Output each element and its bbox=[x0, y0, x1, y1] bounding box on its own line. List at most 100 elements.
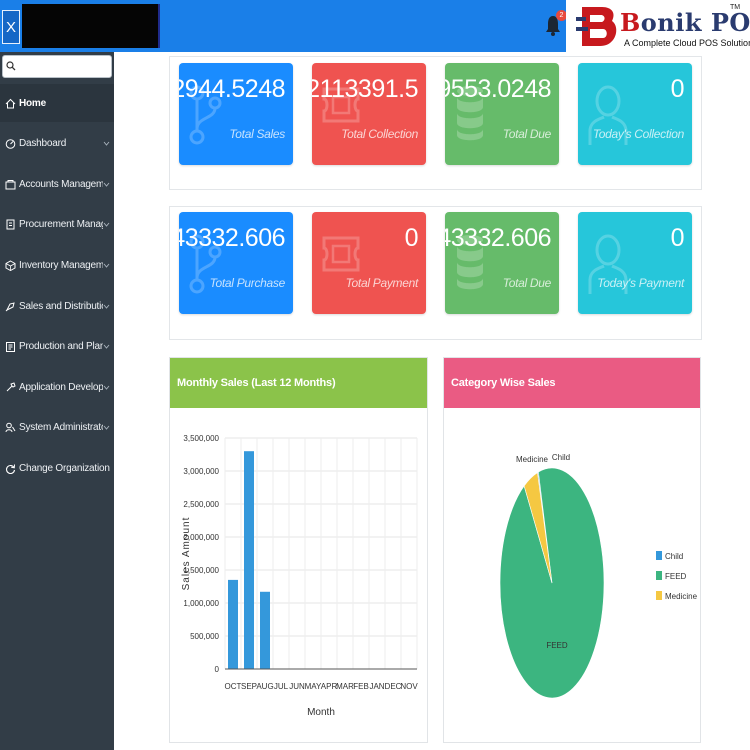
accounts-icon bbox=[5, 179, 16, 190]
sales-fork-icon bbox=[189, 85, 223, 150]
sidebar-item-production-and-planning[interactable]: Production and Planning bbox=[0, 328, 114, 366]
bar-oct[interactable] bbox=[228, 579, 238, 669]
production-icon bbox=[6, 342, 15, 353]
sidebar-item-procurement-management[interactable]: Procurement Management bbox=[0, 206, 114, 244]
ticket-icon bbox=[322, 85, 360, 130]
category-sales-card: Category Wise Sales Child FEED Medicine Chi… bbox=[443, 357, 701, 743]
x-tick-label: MAR bbox=[336, 682, 354, 691]
summary-tile-label: Total Due bbox=[502, 276, 552, 290]
y-tick-label: 1,500,000 bbox=[183, 566, 219, 575]
home-icon bbox=[5, 98, 16, 108]
summary-tile-label: Today's Collection bbox=[592, 127, 684, 141]
sidebar-item-system-administrator[interactable]: System Administrator bbox=[0, 409, 114, 447]
chevron-down-icon bbox=[103, 426, 110, 430]
sidebar-item-label: Production and Planning bbox=[19, 341, 103, 353]
x-tick-label: AUG bbox=[256, 682, 273, 691]
procurement-icon bbox=[6, 219, 15, 230]
x-tick-label: DEC bbox=[385, 682, 402, 691]
sidebar-item-label: Dashboard bbox=[19, 138, 67, 150]
category-sales-card-title: Category Wise Sales bbox=[444, 358, 700, 408]
summary-tile-total-sales: 5822944.5248 Total Sales bbox=[179, 63, 293, 165]
pie-slice-medicine[interactable] bbox=[523, 472, 553, 584]
logo-name-initial: B bbox=[620, 8, 641, 37]
sidebar-search-input[interactable] bbox=[17, 58, 109, 75]
summary-tile-total-due: 23943332.606 Total Due bbox=[445, 212, 559, 314]
sidebar-item-sales-and-distribution[interactable]: Sales and Distribution bbox=[0, 287, 114, 325]
pie-slice-label: FEED bbox=[546, 641, 568, 650]
sidebar-item-label: Application Developer bbox=[19, 381, 103, 393]
pie-slice-label: Child bbox=[552, 453, 570, 462]
summary-tile-value: 0 bbox=[404, 224, 419, 252]
x-tick-label: JAN bbox=[369, 682, 384, 691]
admin-icon bbox=[5, 422, 16, 433]
sidebar-item-dashboard[interactable]: Dashboard bbox=[0, 125, 114, 163]
summary-tile-value: 23943332.606 bbox=[445, 224, 551, 252]
x-tick-label: FEB bbox=[353, 682, 369, 691]
bar-aug[interactable] bbox=[260, 591, 270, 669]
sidebar: Home Dashboard Accounts Management Procurem… bbox=[0, 52, 114, 750]
sidebar-item-change-organization[interactable]: Change Organization bbox=[0, 449, 114, 487]
legend-label: FEED bbox=[665, 572, 687, 581]
redacted-area bbox=[22, 4, 160, 48]
sidebar-item-application-developer[interactable]: Application Developer bbox=[0, 368, 114, 406]
chevron-down-icon bbox=[103, 304, 110, 309]
chevron-down-icon bbox=[103, 223, 110, 227]
x-tick-label: JUL bbox=[274, 682, 289, 691]
summary-tile-value: 0 bbox=[670, 224, 685, 252]
chevron-down-icon bbox=[103, 182, 110, 187]
y-tick-label: 1,000,000 bbox=[183, 599, 219, 608]
sidebar-item-inventory-management[interactable]: Inventory Management bbox=[0, 246, 114, 284]
y-tick-label: 0 bbox=[215, 665, 220, 674]
summary-tile-label: Total Collection bbox=[341, 127, 418, 141]
legend-label: Child bbox=[665, 552, 683, 561]
logo-name: Bonik POS bbox=[620, 8, 750, 37]
summary-tile-today-s-payment: 0 Today's Payment bbox=[578, 212, 692, 314]
refresh-icon bbox=[6, 464, 16, 474]
legend-label: Medicine bbox=[665, 592, 698, 601]
logo-mark-icon bbox=[576, 7, 617, 46]
sidebar-item-home[interactable]: Home bbox=[0, 84, 114, 122]
y-tick-label: 2,500,000 bbox=[183, 500, 219, 509]
legend-swatch bbox=[656, 571, 662, 580]
menu-toggle-button[interactable]: X bbox=[2, 10, 20, 44]
monthly-sales-chart: 0 500,000 1,000,000 1,500,000 2,000,000 2,500… bbox=[181, 434, 418, 718]
user-icon bbox=[588, 85, 628, 152]
summary-tile-label: Total Payment bbox=[345, 276, 419, 290]
summary-tile-value: 23943332.606 bbox=[179, 224, 285, 252]
summary-tile-value: 5822944.5248 bbox=[179, 75, 285, 103]
database-icon bbox=[455, 234, 485, 295]
chevron-down-icon bbox=[103, 385, 110, 390]
monthly-sales-card: Monthly Sales (Last 12 Months) 0 500,000 1… bbox=[169, 357, 428, 743]
sidebar-item-label: Procurement Management bbox=[19, 219, 103, 231]
summary-tile-today-s-collection: 0 Today's Collection bbox=[578, 63, 692, 165]
notification-badge: 2 bbox=[556, 10, 567, 21]
x-tick-label: APR bbox=[321, 682, 338, 691]
x-tick-label: OCT bbox=[225, 682, 242, 691]
brand-logo: Bonik POS TM A Complete Cloud POS Soluti… bbox=[566, 0, 750, 52]
developer-icon bbox=[6, 382, 16, 392]
sidebar-item-label: Accounts Management bbox=[19, 178, 103, 190]
bell-icon[interactable] bbox=[545, 12, 561, 38]
x-tick-label: MAY bbox=[305, 682, 322, 691]
bar-sep[interactable] bbox=[244, 451, 254, 669]
chevron-down-icon bbox=[103, 344, 110, 349]
logo-name-rest: onik POS bbox=[640, 8, 750, 37]
summary-tile-total-collection: 2113391.5 Total Collection bbox=[312, 63, 426, 165]
summary-tile-value: 0 bbox=[670, 75, 685, 103]
summary-tile-value: 3709553.0248 bbox=[445, 75, 551, 103]
x-tick-label: NOV bbox=[400, 682, 418, 691]
y-tick-label: 500,000 bbox=[190, 632, 219, 641]
summary-tile-label: Total Sales bbox=[229, 127, 285, 141]
sidebar-item-label: Change Organization bbox=[19, 462, 110, 474]
sidebar-item-label: Sales and Distribution bbox=[19, 300, 103, 312]
user-icon bbox=[588, 234, 628, 301]
sidebar-item-accounts-management[interactable]: Accounts Management bbox=[0, 165, 114, 203]
summary-tile-label: Total Due bbox=[502, 127, 552, 141]
legend-swatch bbox=[656, 591, 662, 600]
dashboard-icon bbox=[5, 139, 16, 149]
logo-trademark: TM bbox=[730, 4, 741, 11]
sales-icon bbox=[5, 301, 15, 311]
summary-tile-total-due: 3709553.0248 Total Due bbox=[445, 63, 559, 165]
sidebar-item-label: Home bbox=[19, 97, 46, 109]
